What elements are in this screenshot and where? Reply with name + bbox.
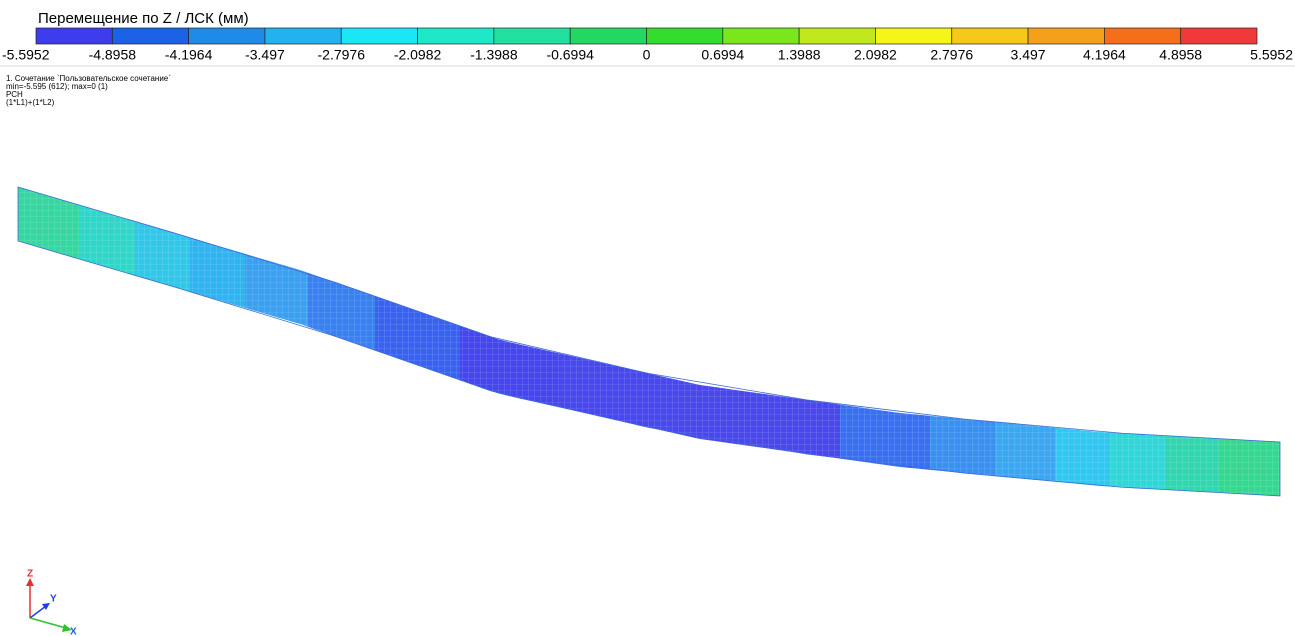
legend-swatch: [189, 28, 265, 44]
legend-tick-label: 2.0982: [854, 47, 897, 63]
legend-tick-label: 3.497: [1011, 47, 1046, 63]
beam-mesh: [840, 405, 930, 470]
legend-tick-label: -1.3988: [470, 47, 518, 63]
legend-swatch: [112, 28, 188, 44]
legend-swatch: [570, 28, 646, 44]
legend-tick-label: 4.1964: [1083, 47, 1126, 63]
color-bar: [36, 28, 1257, 44]
beam-mesh: [930, 416, 995, 476]
info-line: (1*L1)+(1*L2): [6, 98, 55, 107]
legend-tick-label: 0: [643, 47, 651, 63]
beam-mesh: [1055, 428, 1110, 487]
legend-tick-label: -3.497: [245, 47, 285, 63]
legend-swatch: [723, 28, 799, 44]
legend-tick-label: -4.1964: [165, 47, 213, 63]
y-axis: [30, 606, 46, 618]
legend-title: Перемещение по Z / ЛСК (мм): [38, 10, 249, 27]
legend-swatch: [799, 28, 875, 44]
legend-swatch: [265, 28, 341, 44]
legend-tick-label: -2.7976: [318, 47, 366, 63]
legend-swatch: [36, 28, 112, 44]
beam-mesh: [375, 296, 460, 380]
legend-swatch: [494, 28, 570, 44]
beam-mesh: [560, 354, 680, 435]
legend-tick-label: -4.8958: [89, 47, 137, 63]
y-label: Y: [50, 594, 57, 605]
x-label: X: [70, 627, 77, 636]
beam-mesh: [135, 221, 190, 291]
legend-tick-label: 5.5952: [1250, 47, 1293, 63]
screen: Перемещение по Z / ЛСК (мм) -5.5952 -4.89…: [0, 0, 1295, 636]
legend-tick-label: 2.7976: [930, 47, 973, 63]
legend-swatch: [647, 28, 723, 44]
x-axis: [30, 618, 66, 628]
beam-mesh: [1220, 439, 1280, 496]
z-label: Z: [27, 569, 33, 580]
legend-tick-label: -5.5952: [2, 47, 50, 63]
legend-swatch: [418, 28, 494, 44]
legend-ticks: -5.5952 -4.8958 -4.1964 -3.497 -2.7976 -2.098…: [2, 47, 1293, 63]
legend-swatch: [875, 28, 951, 44]
beam-mesh: [1110, 433, 1165, 490]
beam-mesh: [190, 238, 245, 308]
legend-swatch: [341, 28, 417, 44]
beam-mesh: [245, 254, 308, 327]
axis-triad: Z Y X: [26, 569, 77, 636]
legend-swatch: [1181, 28, 1257, 44]
beam: [18, 187, 1280, 496]
info: 1. Сочетание `Пользовательское сочетание…: [6, 74, 171, 107]
beam-mesh: [995, 422, 1055, 482]
legend-swatch: [952, 28, 1028, 44]
legend-swatch: [1104, 28, 1180, 44]
beam-mesh: [1165, 436, 1220, 493]
beam-mesh: [80, 205, 135, 275]
legend-swatch: [1028, 28, 1104, 44]
legend-tick-label: -0.6994: [546, 47, 594, 63]
legend-tick-label: -2.0982: [394, 47, 442, 63]
legend-tick-label: 4.8958: [1159, 47, 1202, 63]
legend-tick-label: 1.3988: [778, 47, 821, 63]
legend-tick-label: 0.6994: [701, 47, 744, 63]
beam-mesh: [18, 187, 80, 259]
